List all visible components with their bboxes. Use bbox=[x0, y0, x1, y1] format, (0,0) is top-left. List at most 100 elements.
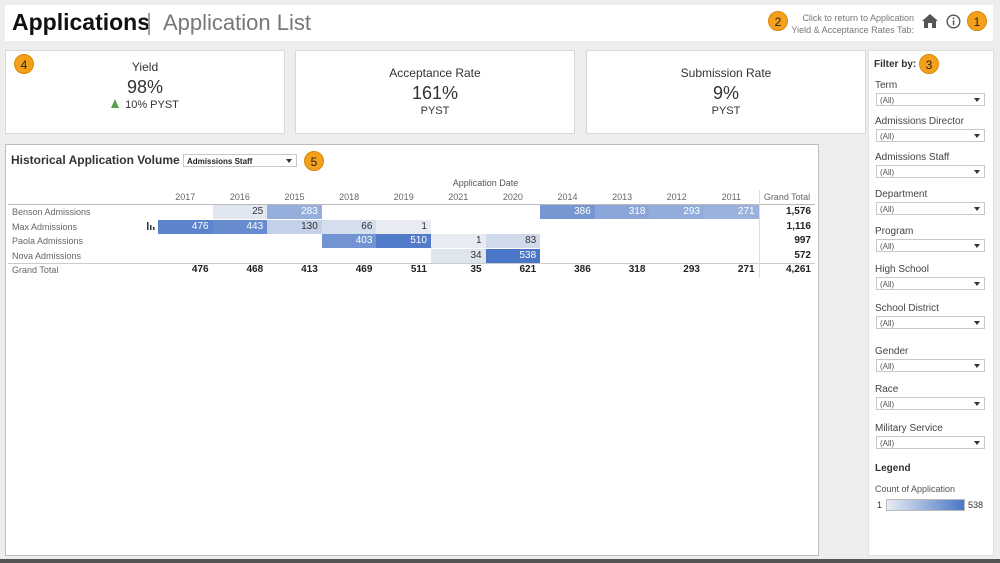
filter-label: Term bbox=[875, 80, 898, 91]
heat-cell: 443 bbox=[212, 219, 268, 234]
kpi-change: 10% PYST bbox=[6, 99, 284, 111]
total-cell: 35 bbox=[470, 264, 482, 275]
filter-dropdown[interactable]: (All) bbox=[876, 202, 985, 215]
row-total: 997 bbox=[794, 235, 811, 246]
kpi-card: Acceptance Rate 161% PYST bbox=[295, 50, 575, 134]
column-label: 2020 bbox=[502, 192, 523, 202]
filter-label: Department bbox=[875, 189, 928, 200]
total-cell: 469 bbox=[355, 264, 373, 275]
filter-label: Military Service bbox=[875, 423, 943, 434]
kpi-title: Acceptance Rate bbox=[389, 66, 481, 80]
heat-cell: 538 bbox=[485, 248, 541, 263]
column-label: 2015 bbox=[284, 192, 305, 202]
heat-cell: 1 bbox=[376, 219, 431, 234]
total-cell: 511 bbox=[410, 264, 427, 275]
filter-label: School District bbox=[875, 303, 939, 314]
filter-label: Program bbox=[875, 226, 914, 237]
column-label: 2021 bbox=[448, 192, 469, 202]
row-label: Benson Admissions bbox=[12, 207, 91, 217]
heat-cell: 403 bbox=[321, 234, 377, 248]
return-link-line: Yield & Acceptance Rates Tab: bbox=[791, 25, 914, 35]
filter-dropdown[interactable]: (All) bbox=[876, 436, 985, 449]
column-label: 2019 bbox=[393, 192, 414, 202]
return-link[interactable]: Click to return to Application Yield & A… bbox=[791, 12, 914, 36]
kpi-value: 98% bbox=[126, 77, 164, 97]
row-total: 1,116 bbox=[786, 220, 811, 232]
column-label: 2017 bbox=[175, 192, 196, 202]
page-title: Applications bbox=[12, 9, 151, 35]
heat-cell: 1 bbox=[431, 234, 486, 248]
filter-dropdown[interactable]: (All) bbox=[876, 93, 985, 106]
filter-dropdown[interactable]: (All) bbox=[876, 397, 985, 410]
total-cell: 413 bbox=[301, 264, 318, 275]
up-arrow bbox=[111, 99, 120, 108]
row-label: Nova Admissions bbox=[12, 250, 82, 261]
filter-dropdown[interactable]: (All) bbox=[876, 129, 985, 142]
title-divider: | bbox=[146, 9, 152, 35]
legend-measure: Count of Application bbox=[875, 484, 956, 494]
column-label: 2012 bbox=[666, 192, 687, 202]
column-label: Grand Total bbox=[763, 192, 811, 202]
row-label: Grand Total bbox=[12, 265, 59, 275]
header-bar bbox=[5, 5, 993, 41]
kpi-value: 9% bbox=[712, 83, 739, 103]
bottom-bar bbox=[0, 559, 1000, 563]
badge: 5 bbox=[304, 151, 324, 171]
column-label: 2014 bbox=[557, 192, 578, 202]
filter-dropdown[interactable]: (All) bbox=[876, 316, 985, 329]
total-cell: 293 bbox=[683, 264, 700, 275]
grand-total: 4,261 bbox=[785, 264, 811, 275]
filter-dropdown[interactable]: (All) bbox=[876, 239, 985, 252]
row-label: Paola Admissions bbox=[12, 236, 84, 246]
total-cell: 476 bbox=[191, 264, 209, 275]
heat-cell: 130 bbox=[267, 219, 322, 234]
column-label: 2016 bbox=[229, 192, 250, 202]
heat-cell: 318 bbox=[594, 205, 650, 219]
total-cell: 318 bbox=[628, 264, 646, 275]
home-icon[interactable] bbox=[921, 13, 939, 29]
column-label: 2011 bbox=[721, 192, 741, 202]
legend-title: Legend bbox=[875, 463, 911, 474]
chart-title: Historical Application Volume bbox=[11, 153, 180, 167]
heat-cell: 83 bbox=[485, 234, 541, 248]
info-icon[interactable] bbox=[946, 14, 961, 29]
filter-label: Gender bbox=[875, 346, 909, 357]
filter-label: Admissions Director bbox=[875, 116, 964, 127]
kpi-card: Submission Rate 9% PYST bbox=[586, 50, 866, 134]
total-rule bbox=[8, 263, 815, 264]
filter-dropdown[interactable]: (All) bbox=[876, 359, 985, 372]
column-label: 2013 bbox=[612, 192, 633, 202]
heat-cell: 34 bbox=[431, 248, 486, 263]
heat-cell: 386 bbox=[540, 205, 595, 219]
heat-cell: 25 bbox=[212, 205, 268, 219]
total-cell: 271 bbox=[737, 264, 755, 275]
dimension-dropdown[interactable]: Admissions Staff bbox=[183, 154, 297, 167]
kpi-card: Yield 98% 10% PYST bbox=[5, 50, 285, 134]
filter-label: Admissions Staff bbox=[875, 152, 950, 163]
column-label: 2018 bbox=[339, 192, 360, 202]
return-link-line: Click to return to Application bbox=[802, 13, 914, 23]
filter-label: Race bbox=[875, 384, 899, 395]
legend-max: 538 bbox=[968, 500, 984, 510]
kpi-title: Yield bbox=[131, 60, 159, 74]
page-subtitle: Application List bbox=[163, 10, 311, 35]
filter-title: Filter by: bbox=[874, 59, 917, 70]
total-cell: 468 bbox=[246, 264, 264, 275]
row-total: 572 bbox=[794, 249, 811, 261]
heat-cell: 271 bbox=[704, 205, 759, 219]
column-header: Application Date bbox=[452, 178, 519, 188]
legend-gradient bbox=[886, 499, 965, 511]
total-cell: 386 bbox=[574, 264, 591, 275]
badge: 3 bbox=[919, 54, 939, 74]
total-cell: 621 bbox=[519, 264, 537, 275]
filter-dropdown[interactable]: (All) bbox=[876, 165, 985, 178]
row-label: Max Admissions bbox=[12, 221, 78, 232]
kpi-change: PYST bbox=[420, 105, 450, 117]
heat-cell: 510 bbox=[376, 234, 431, 248]
filter-dropdown[interactable]: (All) bbox=[876, 277, 985, 290]
heat-cell: 293 bbox=[649, 205, 704, 219]
badge: 4 bbox=[14, 54, 34, 74]
kpi-change: PYST bbox=[711, 105, 741, 117]
filter-label: High School bbox=[875, 264, 929, 275]
